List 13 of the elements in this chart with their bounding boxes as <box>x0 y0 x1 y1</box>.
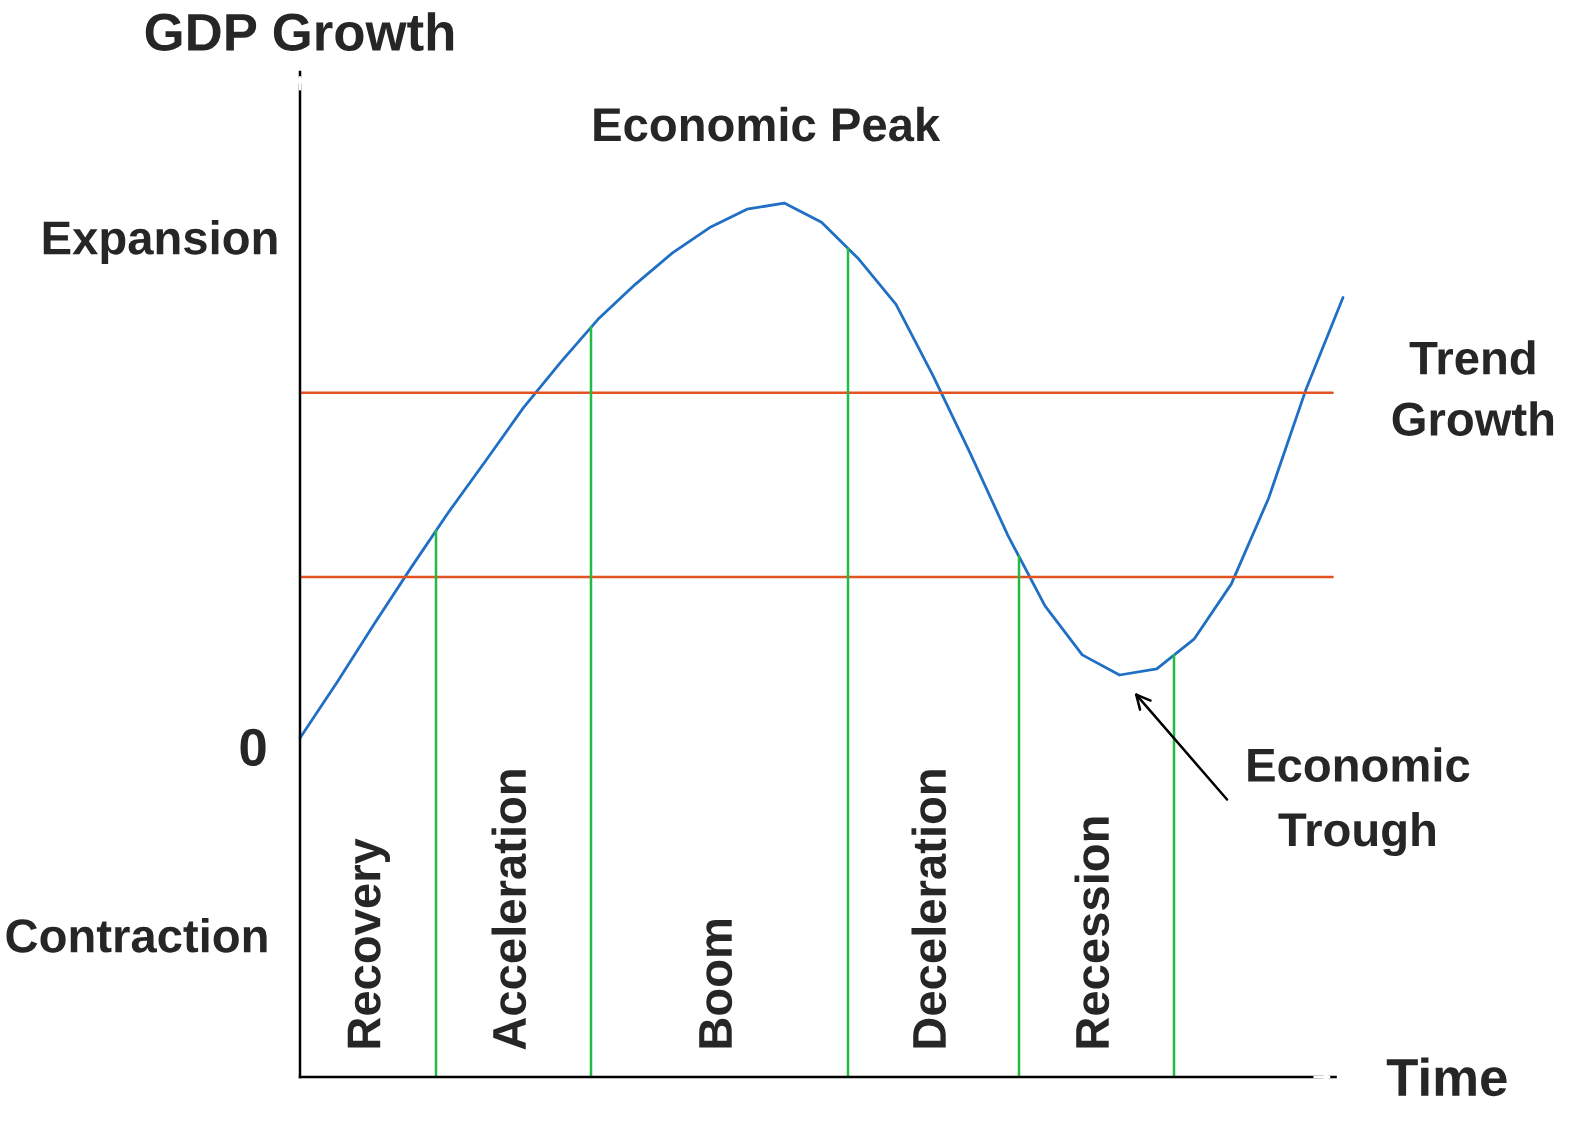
annotation: Deceleration <box>911 770 947 1048</box>
annotation: Economic Trough <box>1248 747 1470 857</box>
text: Contraction <box>6 917 267 953</box>
annotation: Boom <box>699 919 733 1048</box>
annotation: Recovery <box>347 838 391 1048</box>
annotation: Acceleration <box>491 770 527 1050</box>
text: Expansion <box>43 219 277 265</box>
text: 0 <box>240 728 266 767</box>
annotation: Recession <box>1074 817 1110 1048</box>
ref-line-label: Trend Growth <box>1392 340 1554 436</box>
y-axis-title: GDP Growth <box>145 12 454 51</box>
x-axis-title: Time <box>1386 1057 1507 1097</box>
text: Economic Peak <box>594 106 941 142</box>
